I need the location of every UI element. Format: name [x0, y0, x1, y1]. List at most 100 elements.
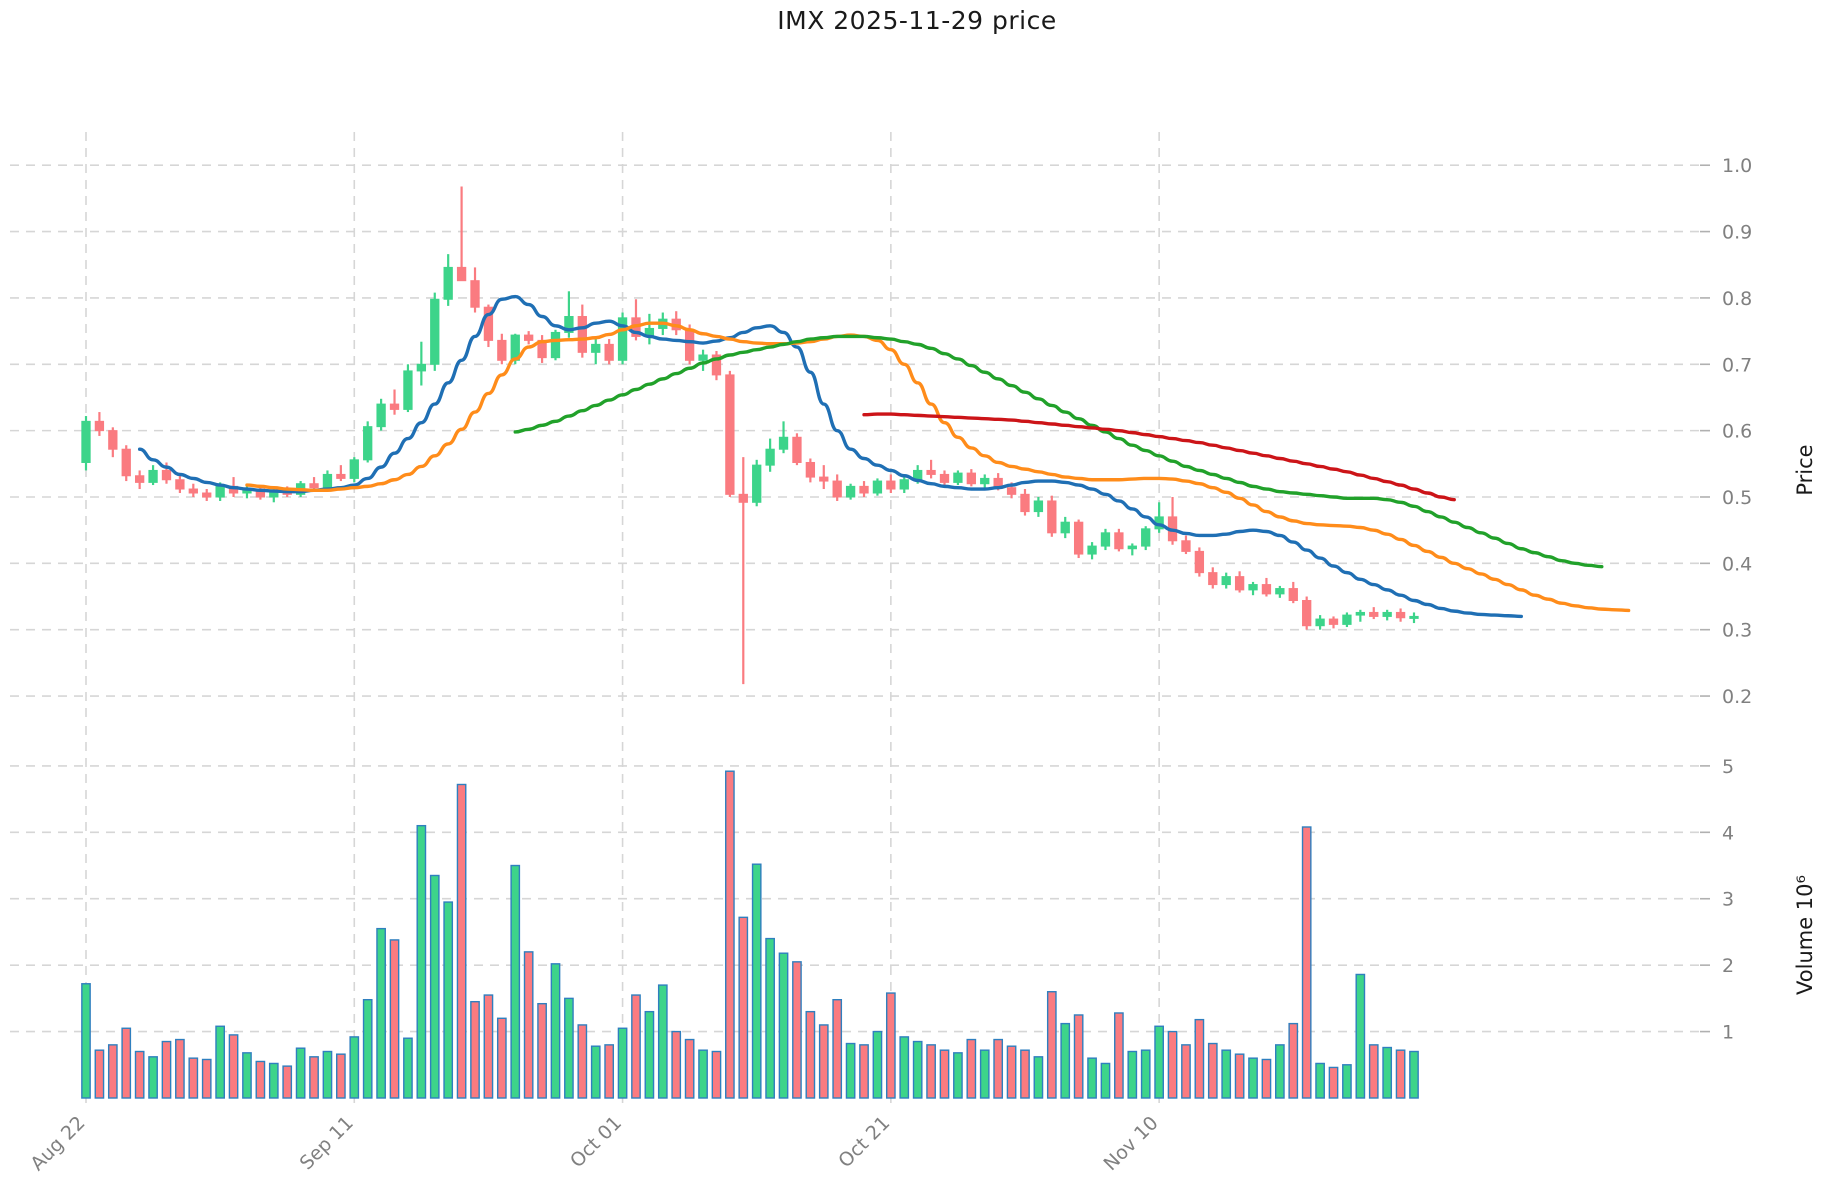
candle-body — [1221, 576, 1231, 586]
volume-bar — [362, 998, 373, 1099]
price-axis-ticks: 1.0 0.9 0.8 0.7 0.6 0.5 0.4 0.3 0.2 — [1700, 155, 1752, 708]
candle-body — [926, 469, 936, 475]
volume-bar — [107, 1044, 118, 1099]
volume-axis-title: Volume 10⁶ — [1793, 875, 1817, 995]
x-gridlines — [85, 132, 1160, 1110]
volume-bar — [1315, 1062, 1325, 1099]
volume-bar — [510, 864, 521, 1099]
candle-body — [363, 426, 373, 461]
volume-bar — [711, 1050, 722, 1099]
volume-tick-label: 3 — [1722, 889, 1734, 911]
candle-body — [134, 475, 145, 483]
volume-bar — [859, 1044, 869, 1099]
candle-body — [1114, 532, 1124, 550]
volume-tick-label: 4 — [1722, 822, 1734, 844]
candle-body — [577, 316, 587, 353]
volume-bar — [228, 1034, 239, 1099]
volume-bar — [1033, 1056, 1044, 1099]
volume-bar — [751, 863, 762, 1099]
volume-bar — [242, 1052, 252, 1099]
candle-body — [1033, 500, 1044, 513]
candle-body — [1194, 550, 1205, 574]
volume-bar — [483, 994, 494, 1099]
candle-body — [376, 403, 386, 428]
volume-bar — [778, 952, 789, 1099]
price-tick-label: 1.0 — [1722, 155, 1752, 177]
candle-body — [175, 479, 185, 490]
volume-bar — [1221, 1049, 1232, 1099]
candle-body — [752, 464, 762, 503]
price-tick-label: 0.2 — [1722, 686, 1752, 708]
volume-bar — [684, 1038, 695, 1099]
candle-body — [1302, 599, 1312, 627]
volume-bar — [268, 1062, 279, 1099]
volume-bar — [1288, 1022, 1299, 1099]
volume-bar — [912, 1040, 923, 1099]
candle-body — [1342, 614, 1352, 625]
candle-body — [1355, 611, 1366, 616]
volume-bar — [523, 951, 534, 1099]
volume-bar — [577, 1024, 588, 1099]
candle-body — [980, 477, 990, 485]
volume-gridlines — [10, 765, 1700, 1033]
volume-bar — [1355, 973, 1366, 1099]
candle-body — [684, 329, 695, 361]
volume-bar — [429, 874, 440, 1099]
price-gridlines — [10, 164, 1700, 697]
volume-bar — [1395, 1049, 1406, 1099]
candle-body — [792, 436, 802, 463]
candle-body — [1060, 521, 1070, 534]
candle-body — [1369, 611, 1379, 617]
volume-bar — [1114, 1012, 1124, 1099]
volume-bar — [1234, 1053, 1245, 1099]
candle-body — [711, 354, 722, 376]
volume-axis-ticks: 5 4 3 2 1 — [1700, 756, 1734, 1044]
candle-body — [456, 266, 467, 282]
volume-bar — [845, 1042, 856, 1099]
volume-bar — [215, 1025, 225, 1099]
ma-line-ma_xlong — [862, 412, 1456, 502]
candle-body — [215, 485, 225, 498]
volume-bar — [201, 1058, 212, 1099]
volume-bar — [765, 937, 775, 1099]
price-tick-label: 0.4 — [1722, 553, 1752, 575]
volume-bar — [1382, 1046, 1393, 1099]
volume-bar — [1248, 1057, 1258, 1099]
volume-bar — [282, 1065, 293, 1099]
price-tick-label: 0.6 — [1722, 421, 1752, 443]
volume-bar — [671, 1030, 682, 1099]
candle-body — [845, 485, 856, 498]
candle-body — [148, 469, 158, 483]
candle-body — [805, 461, 816, 478]
volume-bar — [792, 961, 802, 1099]
candle-body — [1234, 576, 1245, 591]
candle-body — [550, 331, 561, 359]
candle-body — [819, 476, 829, 482]
candle-body — [430, 298, 440, 365]
volume-bar — [1006, 1045, 1017, 1099]
volume-bar — [832, 998, 843, 1099]
volume-tick-label: 5 — [1722, 756, 1734, 778]
volume-bar — [416, 824, 427, 1099]
volume-bar — [1167, 1030, 1178, 1099]
price-axis-title: Price — [1793, 444, 1817, 495]
volume-bar — [81, 983, 91, 1099]
volume-bar — [617, 1027, 628, 1099]
price-tick-label: 0.5 — [1722, 487, 1752, 509]
volume-bar — [1207, 1042, 1218, 1099]
candle-body — [1288, 588, 1298, 601]
volume-bar — [94, 1049, 105, 1099]
candle-body — [1100, 532, 1111, 547]
volume-bar — [148, 1056, 158, 1099]
x-tick-label: Oct 01 — [566, 1112, 626, 1172]
candle-body — [1328, 618, 1339, 625]
volume-bar — [1342, 1064, 1352, 1099]
volume-bar — [644, 1010, 655, 1099]
candle-body — [698, 354, 708, 361]
volume-bar — [1073, 1014, 1084, 1099]
candle-body — [497, 339, 507, 361]
candle-body — [416, 363, 427, 372]
candle-body — [738, 493, 748, 503]
volume-bar — [818, 1024, 829, 1099]
